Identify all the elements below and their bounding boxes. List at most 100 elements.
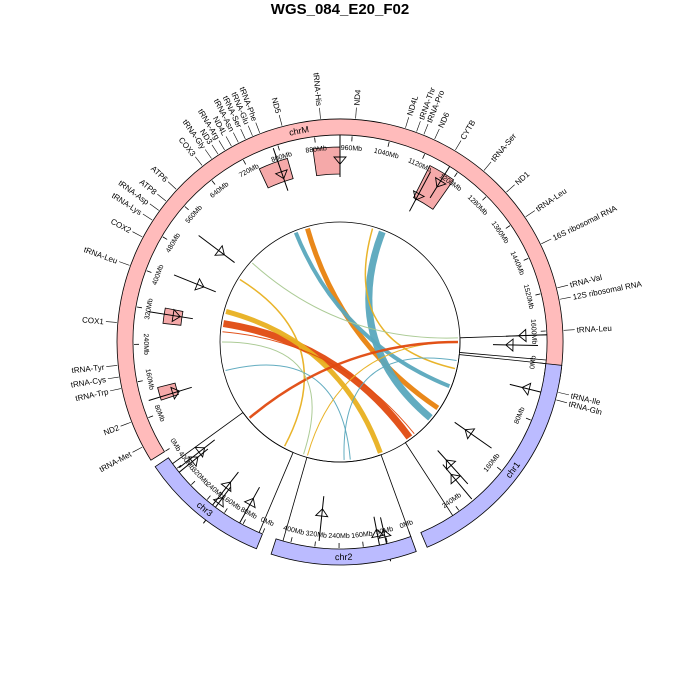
gene-leader-1 — [121, 422, 131, 426]
gene-leader-32 — [541, 239, 551, 244]
gene-leader-34 — [560, 297, 571, 299]
tick-chr1-3 — [456, 506, 459, 510]
gene-leader-28 — [455, 141, 461, 150]
tick-label-chrM-18: 1440Mb — [509, 250, 526, 276]
gene-leader-3 — [108, 377, 119, 379]
tick-chrM-6 — [163, 237, 167, 240]
tick-chr1-1 — [526, 418, 531, 420]
marker-triangle-18 — [245, 498, 255, 507]
gene-label-31: tRNA-Leu — [534, 187, 568, 214]
gene-label-32: 16S ribosomal RNA — [551, 203, 619, 242]
tick-label-chr2-0: 0Mb — [399, 519, 414, 530]
marker-triangle-10 — [522, 383, 530, 395]
gene-leader-33 — [557, 285, 568, 288]
tick-label-chrM-14: 1120Mb — [407, 157, 433, 174]
gene-label-0: tRNA-Met — [98, 449, 134, 474]
tick-label-chrM-4: 320Mb — [144, 298, 155, 320]
tick-chrM-13 — [388, 142, 389, 147]
tick-chrM-7 — [185, 207, 189, 210]
gene-leader-23 — [356, 108, 357, 119]
tick-chrM-15 — [454, 173, 457, 177]
tick-chrM-0 — [165, 449, 169, 452]
gene-leader-13 — [205, 149, 211, 158]
gene-label-3: tRNA-Cys — [70, 375, 107, 389]
tick-chr1-2 — [497, 467, 501, 470]
gene-leader-21 — [279, 115, 282, 126]
gene-leader-4 — [106, 365, 117, 366]
tick-chr2-5 — [291, 537, 292, 542]
tick-chrM-14 — [423, 154, 425, 159]
tick-label-chr1-0: 0Mb — [529, 355, 537, 369]
track-box-8 — [172, 413, 293, 534]
gene-label-28: CYTB — [459, 118, 478, 141]
gene-leader-27 — [435, 129, 440, 139]
tick-label-chrM-6: 480Mb — [165, 232, 182, 254]
tick-label-chrM-2: 160Mb — [144, 368, 155, 390]
tick-label-chrM-5: 400Mb — [151, 264, 165, 287]
chromosome-label-chr2: chr2 — [335, 552, 353, 562]
tick-label-chr2-4: 320Mb — [305, 530, 327, 540]
gene-leader-12 — [195, 157, 202, 166]
gene-label-11: ATP6 — [149, 164, 170, 184]
tick-chr3-0 — [263, 528, 265, 533]
tick-label-chr2-2: 160Mb — [351, 531, 373, 540]
tick-chrM-11 — [315, 138, 316, 143]
tick-label-chrM-8: 640Mb — [209, 181, 230, 200]
chart-title: WGS_084_E20_F02 — [271, 1, 409, 18]
gene-label-7: COX2 — [109, 217, 133, 235]
gene-leader-26 — [424, 124, 428, 134]
marker-line-11 — [455, 422, 492, 448]
gene-label-4: tRNA-Tyr — [71, 363, 105, 375]
gene-leader-0 — [133, 447, 143, 452]
gene-leader-8 — [143, 214, 152, 220]
gene-leader-24 — [405, 117, 408, 128]
links-layer — [222, 229, 458, 460]
gene-leader-16 — [226, 136, 231, 146]
gene-leader-36 — [558, 392, 569, 394]
gene-leader-31 — [526, 211, 535, 217]
gene-leader-18 — [241, 129, 246, 139]
gene-label-23: ND4 — [353, 89, 363, 106]
tick-label-chr1-2: 160Mb — [483, 453, 502, 474]
tick-label-chrM-20: 1600Mb — [529, 319, 537, 345]
tick-chr3-4 — [191, 481, 195, 484]
gene-leader-15 — [219, 141, 225, 150]
tick-chrM-10 — [278, 146, 280, 151]
ticks-layer: 0Mb80Mb160Mb240Mb320Mb400Mb480Mb560Mb640… — [134, 136, 546, 548]
gene-leader-25 — [417, 121, 421, 131]
gene-leader-20 — [256, 123, 260, 133]
tick-label-chr2-5: 400Mb — [282, 525, 305, 537]
tick-chr3-3 — [207, 496, 210, 500]
gene-leader-2 — [110, 389, 121, 391]
gene-leader-29 — [484, 162, 491, 170]
tick-chrM-4 — [137, 307, 142, 308]
marker-line-4 — [199, 235, 235, 262]
gene-label-22: tRNA-His — [311, 72, 323, 106]
gene-leader-19 — [248, 126, 252, 136]
gene-label-1: ND2 — [102, 423, 121, 437]
tick-chr2-0 — [409, 531, 411, 536]
gene-leader-10 — [157, 194, 166, 201]
tick-chrM-5 — [147, 271, 152, 273]
gene-leader-30 — [506, 185, 514, 192]
tick-chr2-2 — [363, 542, 364, 547]
inner-circle — [220, 222, 460, 462]
tick-label-chr1-1: 80Mb — [513, 406, 526, 425]
link-2 — [369, 232, 431, 418]
gene-label-27: ND6 — [437, 111, 452, 130]
tick-chrM-19 — [535, 294, 540, 295]
gene-label-29: tRNA-Ser — [489, 131, 518, 163]
gene-leader-9 — [150, 204, 159, 210]
gene-leader-37 — [556, 400, 567, 403]
tick-label-chrM-13: 1040Mb — [373, 148, 399, 161]
marker-line-9 — [493, 345, 538, 346]
tick-chrM-17 — [506, 226, 510, 229]
gene-label-5: COX1 — [82, 315, 105, 326]
gene-leader-11 — [168, 182, 176, 190]
tick-label-chrM-1: 80Mb — [153, 404, 166, 423]
gene-leader-14 — [212, 145, 218, 154]
tick-chrM-1 — [148, 416, 153, 418]
tick-chr1-0 — [540, 363, 545, 364]
